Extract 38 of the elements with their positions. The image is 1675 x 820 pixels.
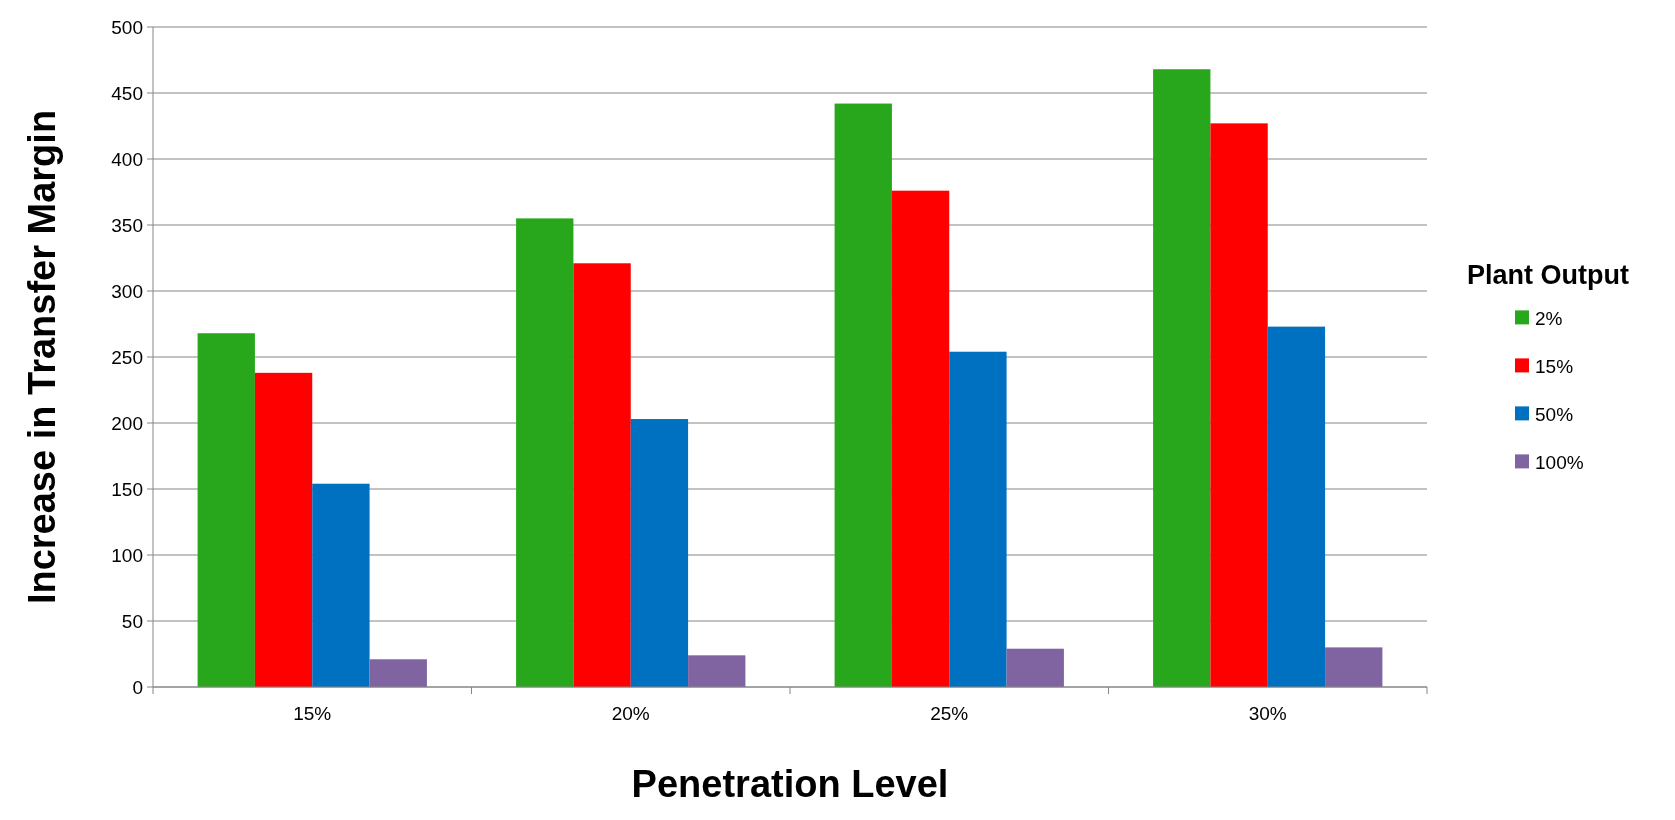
bar [949,351,1007,687]
legend-label: 100% [1535,452,1584,474]
x-axis-title: Penetration Level [631,763,949,805]
bar [891,190,950,687]
bar [630,419,689,687]
y-tick-label: 150 [111,478,143,500]
legend-label: 50% [1535,404,1574,426]
bar [1267,326,1326,687]
y-tick-label: 500 [111,16,143,38]
bar [1325,647,1383,687]
y-tick-label: 250 [111,346,143,368]
bar [516,218,574,687]
y-tick-label: 350 [111,214,143,236]
x-tick-label: 20% [611,703,650,724]
legend-label: 15% [1535,356,1574,378]
bar [1153,69,1211,687]
y-tick-label: 400 [111,148,143,170]
y-axis-title: Increase in Transfer Margin [21,109,63,605]
y-tick-label: 200 [111,412,143,434]
bar [573,263,631,687]
legend-label: 2% [1535,308,1563,330]
bar [834,103,892,687]
bar [1210,123,1268,687]
legend-title: Plant Output [1467,260,1629,291]
x-tick-label: 30% [1248,703,1287,724]
y-tick-label: 300 [111,280,143,302]
y-tick-label: 450 [111,82,143,104]
bar [369,659,427,687]
y-tick-label: 50 [121,610,143,632]
x-tick-label: 15% [293,703,332,724]
bar [312,483,370,687]
y-tick-label: 0 [132,676,143,698]
bar [688,655,746,687]
bar [254,372,313,687]
bar [197,333,255,687]
bar [1006,648,1064,687]
y-tick-label: 100 [111,544,143,566]
x-tick-label: 25% [930,703,969,724]
